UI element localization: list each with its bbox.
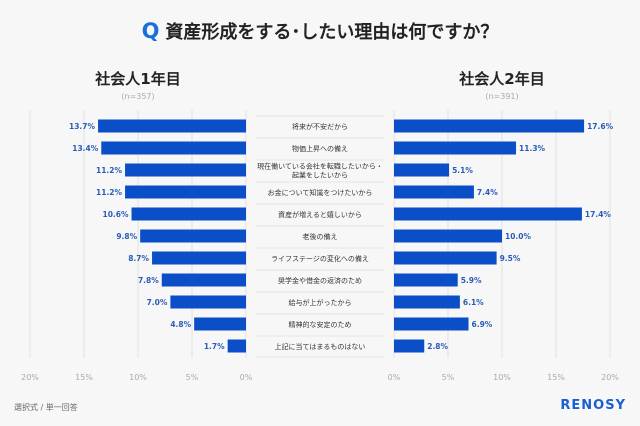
right-panel-n: (n=391) [485, 92, 519, 101]
value-label-right: 17.4% [585, 210, 612, 219]
value-label-left: 9.8% [116, 232, 137, 241]
x-tick-right: 20% [601, 373, 619, 382]
x-tick-left: 0% [240, 373, 253, 382]
value-label-left: 11.2% [96, 188, 123, 197]
category-label: 現在働いている会社を転職したいから・起業をしたいから [257, 162, 383, 180]
bar-right [394, 317, 469, 331]
bar-right [394, 163, 450, 177]
bar-right [394, 339, 425, 353]
value-label-right: 7.4% [477, 188, 498, 197]
category-label: 精神的な安定のため [289, 320, 352, 329]
x-tick-right: 10% [493, 373, 511, 382]
bar-right [394, 207, 582, 221]
bar-right [394, 119, 585, 133]
bar-left [170, 295, 246, 309]
bar-left [140, 229, 246, 243]
x-tick-left: 5% [186, 373, 199, 382]
value-label-left: 10.6% [102, 210, 129, 219]
bar-left [125, 163, 246, 177]
q-mark: Q [141, 19, 160, 43]
value-label-right: 17.6% [587, 122, 614, 131]
left-panel-title: 社会人1年目 [95, 70, 181, 88]
value-label-right: 5.9% [461, 276, 482, 285]
bar-right [394, 295, 460, 309]
value-label-left: 7.8% [138, 276, 159, 285]
bar-right [394, 229, 502, 243]
bar-left [161, 273, 246, 287]
x-tick-left: 10% [129, 373, 147, 382]
bar-left [125, 185, 246, 199]
question-text: 資産形成をする･したい理由は何ですか？ [165, 22, 499, 43]
value-label-left: 8.7% [128, 254, 149, 263]
category-label: 上記に当てはまるものはない [275, 342, 366, 351]
value-label-right: 2.8% [427, 342, 448, 351]
bar-right [394, 185, 474, 199]
chart-title: Q 資産形成をする･したい理由は何ですか？ [0, 18, 640, 44]
value-label-right: 9.5% [500, 254, 521, 263]
x-tick-left: 20% [21, 373, 39, 382]
value-label-left: 13.7% [69, 122, 96, 131]
bar-left [194, 317, 246, 331]
renosy-logo: RENOSY [560, 398, 626, 413]
x-tick-right: 0% [388, 373, 401, 382]
value-label-right: 5.1% [452, 166, 473, 175]
value-label-left: 1.7% [204, 342, 225, 351]
left-panel-n: (n=357) [121, 92, 155, 101]
right-panel-title: 社会人2年目 [459, 70, 545, 88]
bar-left [152, 251, 246, 265]
bar-left [227, 339, 246, 353]
value-label-right: 6.9% [472, 320, 493, 329]
category-label: ライフステージの変化への備え [271, 254, 369, 263]
category-label: 奨学金や借金の返済のため [278, 276, 362, 285]
category-label: 将来が不安だから [292, 122, 348, 131]
bar-right [394, 251, 497, 265]
value-label-left: 13.4% [72, 144, 99, 153]
bar-right [394, 273, 458, 287]
bar-left [98, 119, 246, 133]
x-tick-right: 5% [442, 373, 455, 382]
bar-left [131, 207, 246, 221]
x-tick-left: 15% [75, 373, 93, 382]
footer-note: 選択式 / 単一回答 [14, 403, 78, 412]
value-label-right: 6.1% [463, 298, 484, 307]
value-label-left: 4.8% [170, 320, 191, 329]
bar-right [394, 141, 517, 155]
x-tick-right: 15% [547, 373, 565, 382]
category-label: 物価上昇への備え [292, 144, 348, 153]
category-label: 給与が上がったから [289, 298, 352, 307]
category-label: 老後の備え [303, 232, 338, 241]
bar-left [101, 141, 246, 155]
category-label: お金について知識をつけたいから [268, 188, 373, 197]
value-label-left: 11.2% [96, 166, 123, 175]
value-label-right: 11.3% [519, 144, 546, 153]
value-label-left: 7.0% [147, 298, 168, 307]
value-label-right: 10.0% [505, 232, 532, 241]
category-label: 資産が増えると嬉しいから [278, 210, 362, 219]
